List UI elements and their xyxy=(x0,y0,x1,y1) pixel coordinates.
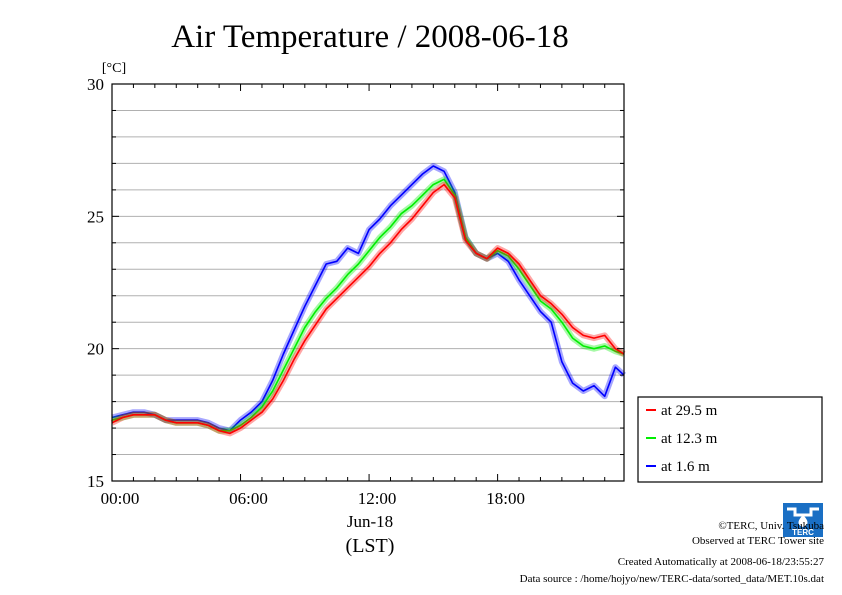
footer-observed: Observed at TERC Tower site xyxy=(691,535,824,547)
terc-logo-icon: TERC xyxy=(783,503,823,537)
y-tick-label: 30 xyxy=(87,75,104,94)
footer-source: Data source : /home/hojyo/new/TERC-data/… xyxy=(519,573,824,585)
chart-title: Air Temperature / 2008-06-18 xyxy=(171,19,569,55)
x-tick-label: 18:00 xyxy=(486,489,525,508)
series-line-3 xyxy=(111,165,625,432)
footer-created: Created Automatically at 2008-06-18/23:5… xyxy=(617,556,824,568)
x-axis-label: (LST) xyxy=(346,535,395,557)
x-tick-label: 12:00 xyxy=(358,489,397,508)
y-axis-unit-label: [°C] xyxy=(102,61,126,76)
logo-text: TERC xyxy=(792,528,814,537)
legend-label: at 29.5 m xyxy=(661,403,718,419)
y-tick-label: 25 xyxy=(87,207,104,226)
y-tick-label: 20 xyxy=(87,340,104,359)
x-tick-label: 06:00 xyxy=(229,489,268,508)
footer-copyright: ©TERC, Univ. Tsukuba xyxy=(718,520,824,532)
plot-frame xyxy=(111,83,625,482)
legend-label: at 12.3 m xyxy=(661,431,718,447)
series-band-2 xyxy=(111,176,625,434)
grid-lines xyxy=(112,109,624,456)
legend-label: at 1.6 m xyxy=(661,459,710,475)
y-tick-label: 15 xyxy=(87,472,104,491)
legend-box xyxy=(637,396,823,483)
x-tick-label: 00:00 xyxy=(101,489,140,508)
series-lines xyxy=(110,163,627,437)
date-label: Jun-18 xyxy=(347,512,393,531)
series-line-1 xyxy=(111,183,625,435)
axis-ticks: 15 20 25 30 00:00 06:00 12:00 18:00 xyxy=(87,75,624,508)
legend: at 29.5 m at 12.3 m at 1.6 m xyxy=(637,396,823,483)
